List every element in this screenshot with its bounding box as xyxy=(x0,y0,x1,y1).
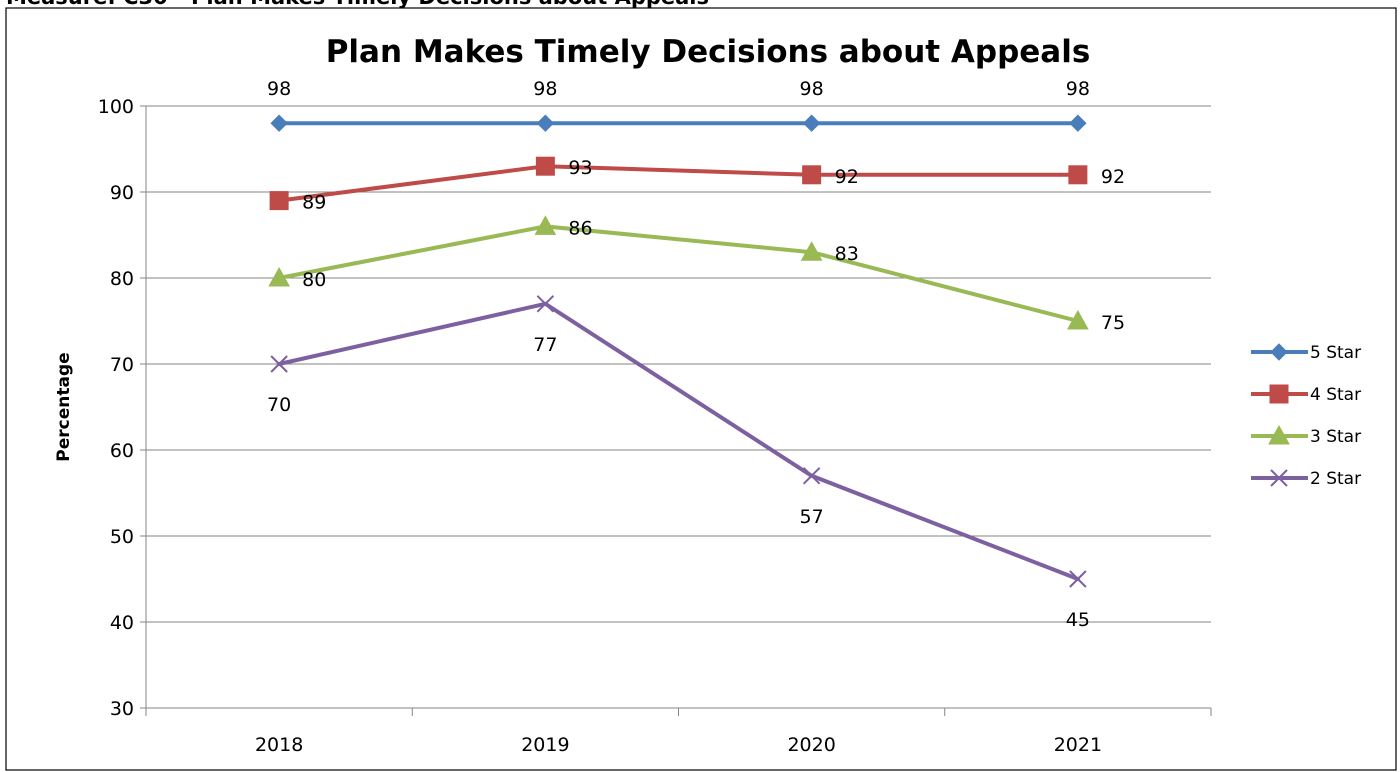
y-tick-label: 90 xyxy=(110,182,134,204)
series-3-star: 80 86 83 75 xyxy=(268,215,1125,334)
x-tick-label: 2019 xyxy=(521,734,569,756)
chart-frame xyxy=(5,7,1397,771)
legend-marker xyxy=(1270,343,1288,361)
data-label: 80 xyxy=(302,269,326,291)
data-label: 92 xyxy=(1101,166,1125,188)
data-label: 98 xyxy=(1066,78,1090,100)
data-point xyxy=(536,295,555,313)
series-4-star: 89 93 92 92 xyxy=(269,156,1125,214)
data-point xyxy=(1069,570,1087,588)
series-group: 98 98 98 98 89 93 92 92 80 86 83 75 70 77 57 45 xyxy=(267,78,1125,631)
legend-marker xyxy=(1269,384,1289,404)
legend-label: 5 Star xyxy=(1310,343,1361,363)
series-2-star: 70 77 57 45 xyxy=(267,295,1090,631)
marker-stroke xyxy=(802,467,821,485)
data-point xyxy=(270,355,288,373)
y-tick-label: 50 xyxy=(110,526,134,548)
data-point xyxy=(1069,114,1087,132)
data-point xyxy=(802,165,822,185)
legend: 5 Star 4 Star 3 Star 2 Star xyxy=(1251,343,1361,489)
series-line xyxy=(277,164,1080,203)
legend-item: 2 Star xyxy=(1251,469,1361,489)
marker-stroke xyxy=(1069,570,1087,588)
y-tick-label: 30 xyxy=(110,698,134,720)
chart-title: Plan Makes Timely Decisions about Appeal… xyxy=(326,34,1091,70)
data-label: 89 xyxy=(302,192,326,214)
legend-item: 3 Star xyxy=(1251,424,1361,447)
data-point xyxy=(800,241,823,261)
x-tick-labels: 2018 2019 2020 2021 xyxy=(255,734,1102,756)
marker-stroke xyxy=(270,355,288,373)
data-point xyxy=(1067,309,1089,330)
legend-label: 2 Star xyxy=(1310,469,1361,489)
legend-marker xyxy=(1270,469,1288,487)
data-point xyxy=(268,266,290,287)
legend-marker xyxy=(1268,424,1290,445)
data-label: 86 xyxy=(568,217,592,239)
y-tick-label: 40 xyxy=(110,612,134,634)
series-line xyxy=(277,224,1080,323)
data-point xyxy=(536,114,555,132)
legend-label: 4 Star xyxy=(1310,385,1361,405)
x-tick-label: 2021 xyxy=(1054,734,1102,756)
y-tick-label: 100 xyxy=(98,96,134,118)
data-label: 77 xyxy=(533,334,557,356)
gridlines xyxy=(140,105,1211,709)
data-point xyxy=(534,215,557,235)
marker-stroke xyxy=(1270,469,1288,487)
y-axis-label: Percentage xyxy=(54,352,74,461)
data-label: 83 xyxy=(835,243,859,265)
series-5-star: 98 98 98 98 xyxy=(267,78,1090,132)
data-label: 98 xyxy=(800,78,824,100)
data-label: 92 xyxy=(835,166,859,188)
data-point xyxy=(802,114,821,132)
series-line xyxy=(277,301,1080,581)
data-label: 98 xyxy=(267,78,291,100)
marker-stroke xyxy=(536,295,555,313)
y-tick-label: 80 xyxy=(110,268,134,290)
y-tick-label: 60 xyxy=(110,440,134,462)
y-tick-labels: 30 40 50 60 70 80 90 100 xyxy=(98,96,134,720)
data-label: 70 xyxy=(267,394,291,416)
data-label: 93 xyxy=(568,157,592,179)
data-label: 57 xyxy=(800,506,824,528)
data-point xyxy=(1068,165,1088,185)
data-point xyxy=(535,156,555,176)
data-point xyxy=(802,467,821,485)
legend-item: 5 Star xyxy=(1251,343,1361,363)
data-label: 45 xyxy=(1066,609,1090,631)
data-point xyxy=(270,114,288,132)
y-tick-label: 70 xyxy=(110,354,134,376)
header-cut-text: Measure: C30 - Plan Makes Timely Decisio… xyxy=(6,0,709,9)
x-tick-label: 2020 xyxy=(787,734,835,756)
axes xyxy=(145,106,1212,716)
data-point xyxy=(269,191,289,211)
legend-label: 3 Star xyxy=(1310,427,1361,447)
data-label: 75 xyxy=(1101,312,1125,334)
data-label: 98 xyxy=(533,78,557,100)
x-tick-label: 2018 xyxy=(255,734,303,756)
legend-item: 4 Star xyxy=(1251,384,1361,405)
